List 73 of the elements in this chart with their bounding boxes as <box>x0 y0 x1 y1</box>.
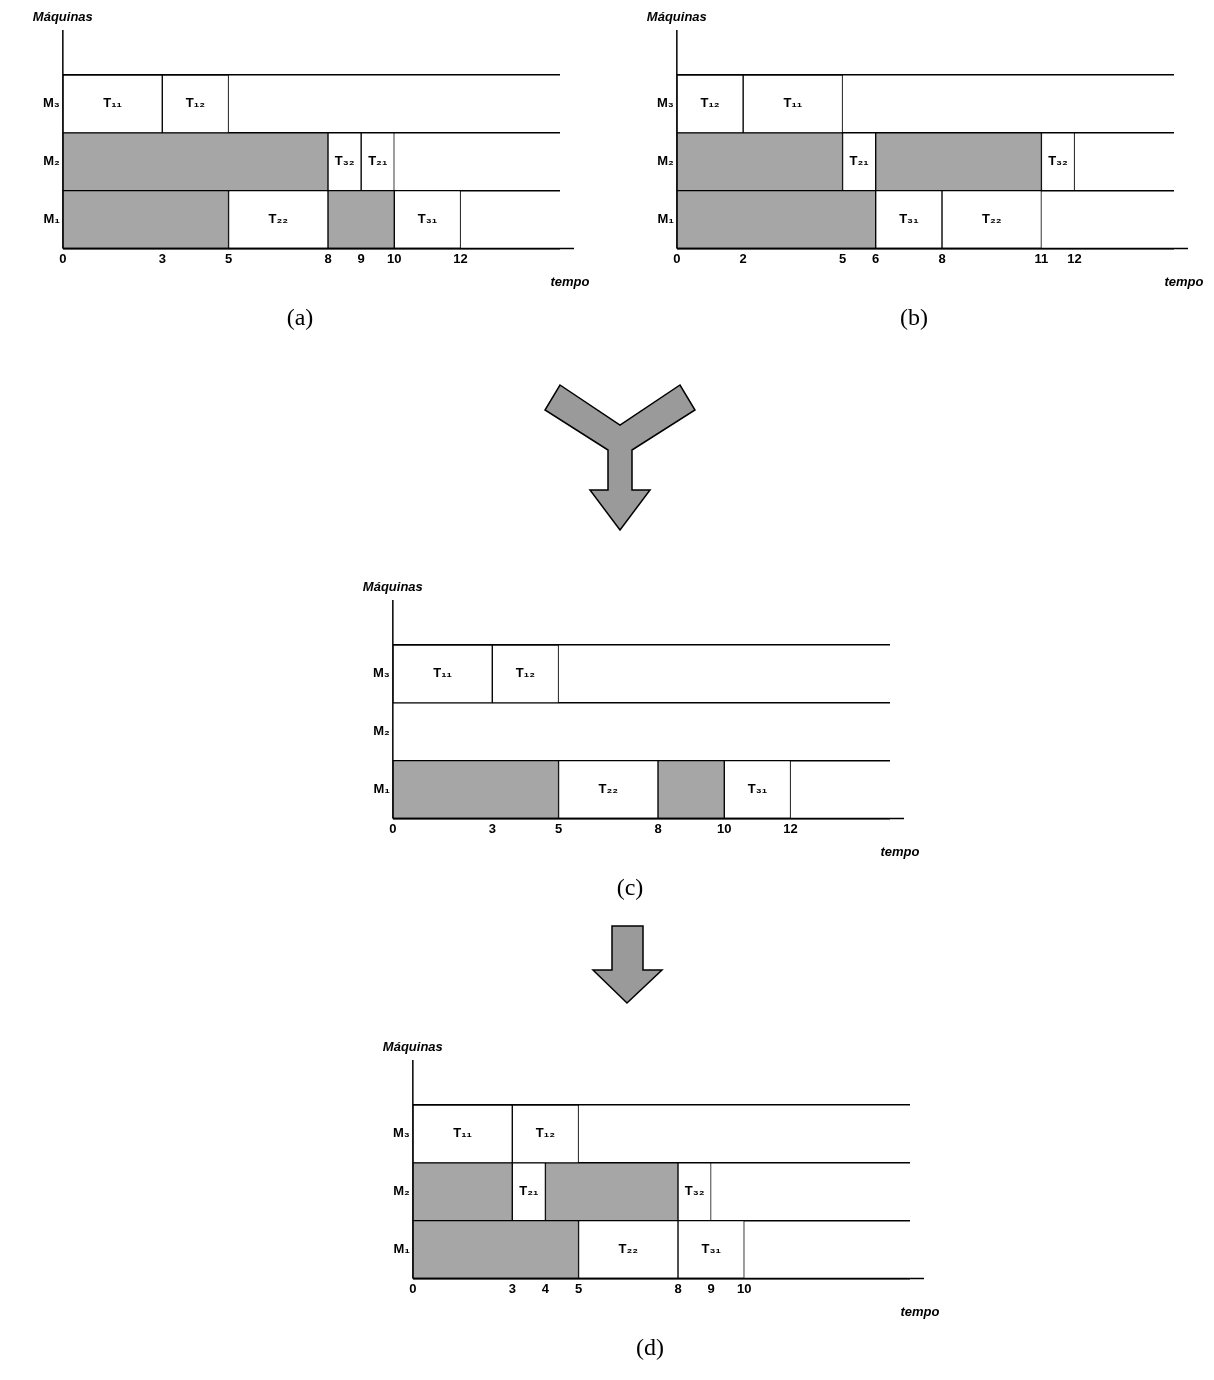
x-tick-label: 10 <box>387 250 402 266</box>
text: (c) <box>615 874 645 901</box>
data-label: T₃₂ <box>1048 153 1069 169</box>
y-axis-title: Máquinas <box>362 578 423 594</box>
x-axis-title: tempo <box>900 1303 940 1319</box>
x-tick-label: 8 <box>938 250 946 266</box>
data-label: T₃₂ <box>684 1183 705 1199</box>
data-label: T₃₁ <box>417 211 438 227</box>
x-tick-label: 0 <box>673 250 681 266</box>
x-tick-label: 8 <box>674 1280 682 1296</box>
y-axis-title: Máquinas <box>32 8 93 24</box>
x-tick-label: 3 <box>488 820 496 836</box>
y-tick-label: M₂ <box>393 1183 411 1199</box>
x-axis-title: tempo <box>550 273 590 289</box>
data-label: T₂₁ <box>519 1183 539 1199</box>
data-label: T₁₁ <box>433 665 452 681</box>
x-tick-label: 2 <box>739 250 747 266</box>
x-tick-label: 5 <box>574 1280 583 1296</box>
y-axis-title: Máquinas <box>382 1038 443 1054</box>
x-tick-label: 0 <box>389 820 397 836</box>
y-tick-label: M₁ <box>393 1241 410 1257</box>
x-tick-label: 0 <box>409 1280 417 1296</box>
x-tick-label: 3 <box>158 250 166 266</box>
x-tick-label: 5 <box>838 250 847 266</box>
x-tick-label: 12 <box>1067 250 1082 266</box>
data-label: T₁₂ <box>185 95 206 111</box>
x-axis-title: tempo <box>880 843 920 859</box>
data-label: T₂₁ <box>849 153 869 169</box>
x-tick-label: 8 <box>324 250 332 266</box>
x-tick-label: 6 <box>872 250 880 266</box>
y-tick-label: M₂ <box>373 723 391 739</box>
text: (d) <box>635 1334 665 1361</box>
x-tick-label: 9 <box>707 1280 715 1296</box>
x-tick-label: 12 <box>453 250 468 266</box>
x-tick-label: 0 <box>59 250 67 266</box>
x-tick-label: 10 <box>717 820 732 836</box>
data-label: T₃₂ <box>334 153 355 169</box>
x-tick-label: 3 <box>508 1280 516 1296</box>
data-label: T₃₁ <box>747 781 768 797</box>
data-label: T₃₁ <box>701 1241 721 1257</box>
y-tick-label: M₁ <box>373 781 390 797</box>
x-tick-label: 5 <box>554 820 563 836</box>
y-tick-label: M₃ <box>657 95 674 111</box>
data-label: T₂₂ <box>981 211 1002 227</box>
data-label: T₃₁ <box>899 211 919 227</box>
x-tick-label: 12 <box>783 820 798 836</box>
data-label: T₂₁ <box>368 153 388 169</box>
x-tick-label: 8 <box>654 820 662 836</box>
y-tick-label: M₃ <box>373 665 390 681</box>
text: (a) <box>285 304 315 331</box>
data-label: T₁₂ <box>535 1125 556 1141</box>
y-tick-label: M₁ <box>43 211 60 227</box>
y-tick-label: M₃ <box>393 1125 410 1141</box>
text: (b) <box>899 304 929 331</box>
data-label: T₁₂ <box>700 95 720 111</box>
data-label: T₂₂ <box>618 1241 639 1257</box>
y-tick-label: M₁ <box>657 211 674 227</box>
x-tick-label: 10 <box>737 1280 752 1296</box>
x-axis-title: tempo <box>1164 273 1204 289</box>
data-label: T₁₁ <box>783 95 803 111</box>
data-label: T₂₂ <box>268 211 289 227</box>
x-tick-label: 9 <box>357 250 365 266</box>
y-tick-label: M₂ <box>43 153 61 169</box>
x-tick-label: 11 <box>1034 250 1049 266</box>
x-tick-label: 5 <box>224 250 233 266</box>
data-label: T₁₁ <box>103 95 122 111</box>
data-label: T₁₂ <box>515 665 536 681</box>
y-axis-title: Máquinas <box>646 8 707 24</box>
y-tick-label: M₂ <box>657 153 675 169</box>
data-label: T₁₁ <box>453 1125 472 1141</box>
x-tick-label: 4 <box>541 1280 550 1296</box>
data-label: T₂₂ <box>598 781 619 797</box>
y-tick-label: M₃ <box>43 95 60 111</box>
